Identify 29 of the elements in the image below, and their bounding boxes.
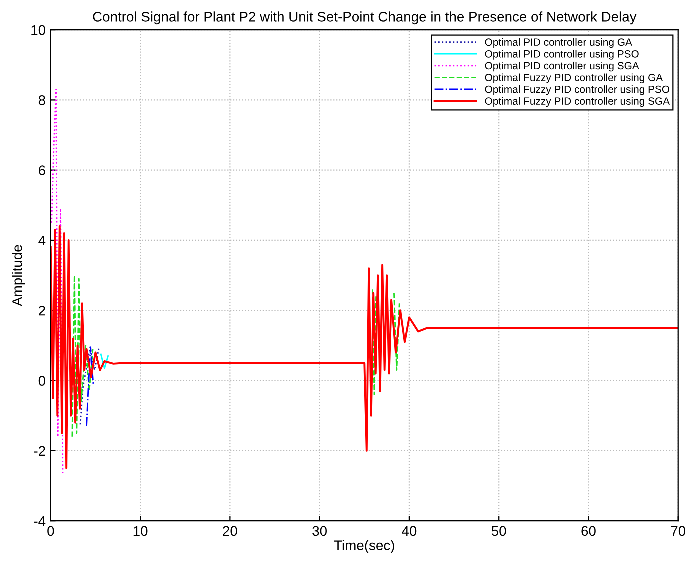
line-series: [50, 225, 678, 470]
y-tick-label: 10: [32, 25, 46, 36]
x-axis-title: Time(sec): [334, 540, 394, 554]
y-tick-label: 8: [38, 96, 46, 106]
line-series: [86, 346, 94, 428]
x-tick-label: 0: [48, 526, 54, 536]
x-tick-label: 20: [223, 526, 238, 536]
y-axis-title: Amplitude: [12, 245, 26, 306]
y-tick-label: 0: [38, 376, 46, 386]
legend-label: Optimal Fuzzy PID controller using SGA: [485, 97, 670, 108]
legend-label: Optimal PID controller using PSO: [485, 50, 639, 60]
legend-label: Optimal Fuzzy PID controller using GA: [485, 74, 664, 84]
chart-title: Control Signal for Plant P2 with Unit Set-Point Change in the Presence of Network Delay: [93, 12, 637, 25]
y-tick-label: -2: [34, 446, 46, 456]
y-tick-label: 6: [39, 166, 46, 176]
x-tick-label: 30: [312, 526, 328, 536]
y-tick-label: 2: [39, 306, 46, 316]
y-tick-label: -4: [34, 516, 46, 526]
x-tick-label: 60: [582, 526, 596, 536]
legend-label: Optimal PID controller using GA: [485, 38, 632, 48]
x-tick-label: 10: [134, 526, 148, 536]
legend-label: Optimal PID controller using SGA: [485, 62, 640, 72]
line-series: [80, 346, 100, 426]
legend-label: Optimal Fuzzy PID controller using PSO: [485, 86, 670, 96]
line-series: [51, 88, 64, 476]
x-tick-label: 50: [492, 526, 506, 536]
x-tick-label: 70: [671, 526, 686, 536]
y-tick-label: 4: [38, 236, 46, 246]
x-tick-label: 40: [402, 526, 417, 536]
